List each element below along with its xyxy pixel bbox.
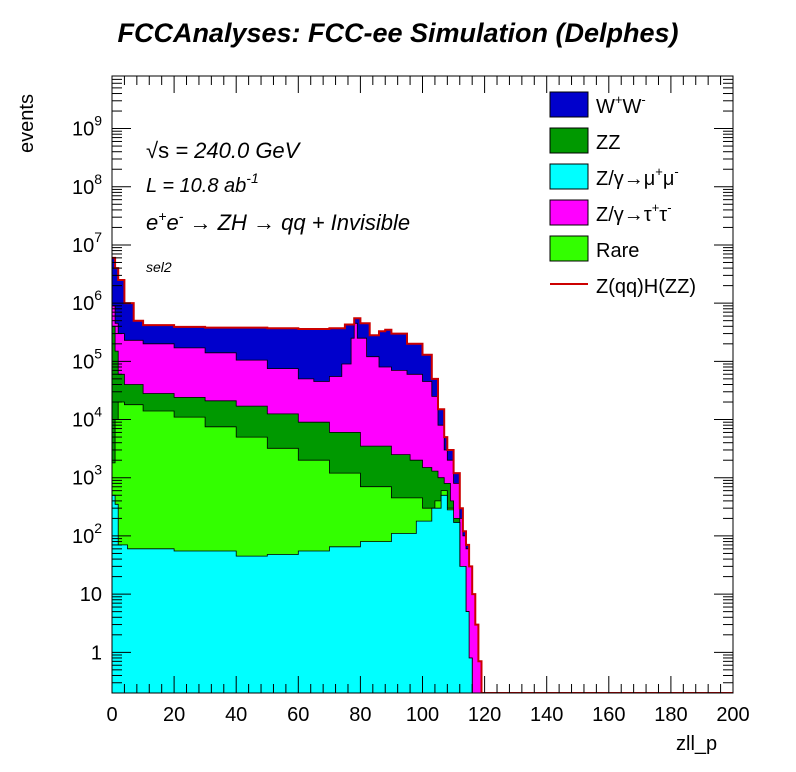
selection-label: sel2: [146, 259, 172, 275]
y-tick-label: 102: [72, 520, 102, 548]
legend-swatch: [549, 235, 589, 262]
stack-layers: [112, 256, 733, 693]
legend-swatch: [549, 127, 589, 154]
y-tick-label: 109: [72, 113, 102, 141]
x-axis: 0 20 40 60 80 100 120 140 160 180 200: [106, 76, 750, 726]
legend-entry: Z/γ→τ+τ-: [549, 199, 672, 226]
signal-line: [112, 256, 733, 693]
y-tick-label: 108: [72, 171, 102, 199]
legend-entry: W+W-: [549, 91, 646, 118]
legend-label: W+W-: [596, 92, 646, 118]
y-tick-label: 107: [72, 229, 102, 257]
luminosity-label: L = 10.8 ab-1: [146, 170, 259, 197]
legend-entry: Z(qq)H(ZZ): [550, 276, 696, 298]
x-tick-label: 0: [106, 704, 117, 726]
legend-swatch: [549, 91, 589, 118]
legend: W+W- ZZ Z/γ→μ+μ- Z/γ→τ+τ- Rare Z(qq)H(ZZ): [549, 91, 696, 298]
x-axis-label: zll_p: [676, 733, 718, 755]
legend-label: Rare: [596, 240, 639, 262]
x-tick-label: 80: [349, 704, 371, 726]
legend-swatch: [549, 199, 589, 226]
legend-label: Z/γ→μ+μ-: [596, 164, 679, 190]
x-tick-label: 160: [592, 704, 625, 726]
x-tick-label: 100: [406, 704, 439, 726]
x-tick-label: 140: [530, 704, 563, 726]
annotations: √s = 240.0 GeV L = 10.8 ab-1 e+e- → ZH → q…: [146, 138, 410, 275]
legend-entry: Z/γ→μ+μ-: [549, 163, 679, 190]
legend-entry: ZZ: [549, 127, 620, 154]
x-tick-label: 180: [654, 704, 687, 726]
legend-entry: Rare: [549, 235, 639, 262]
legend-label: ZZ: [596, 132, 620, 154]
x-tick-label: 60: [287, 704, 309, 726]
stack-series-Z/γ→μ⁺μ⁻: [112, 494, 475, 693]
y-tick-label: 10: [80, 584, 102, 606]
x-tick-label: 40: [225, 704, 247, 726]
y-tick-label: 106: [72, 287, 102, 315]
y-tick-label: 105: [72, 345, 102, 373]
energy-label: √s = 240.0 GeV: [146, 138, 302, 163]
y-axis: 1 10 102 103 104 105 106 107 108 109: [72, 75, 733, 694]
x-tick-label: 200: [716, 704, 749, 726]
legend-label: Z(qq)H(ZZ): [596, 276, 696, 298]
y-tick-label: 104: [72, 404, 102, 432]
chart-title: FCCAnalyses: FCC-ee Simulation (Delphes): [117, 18, 679, 48]
legend-label: Z/γ→τ+τ-: [596, 200, 672, 226]
y-tick-label: 103: [72, 462, 102, 490]
x-tick-label: 20: [163, 704, 185, 726]
x-tick-label: 120: [468, 704, 501, 726]
y-tick-label: 1: [91, 642, 102, 664]
process-label: e+e- → ZH → qq + Invisible: [146, 208, 410, 235]
legend-swatch: [549, 163, 589, 190]
